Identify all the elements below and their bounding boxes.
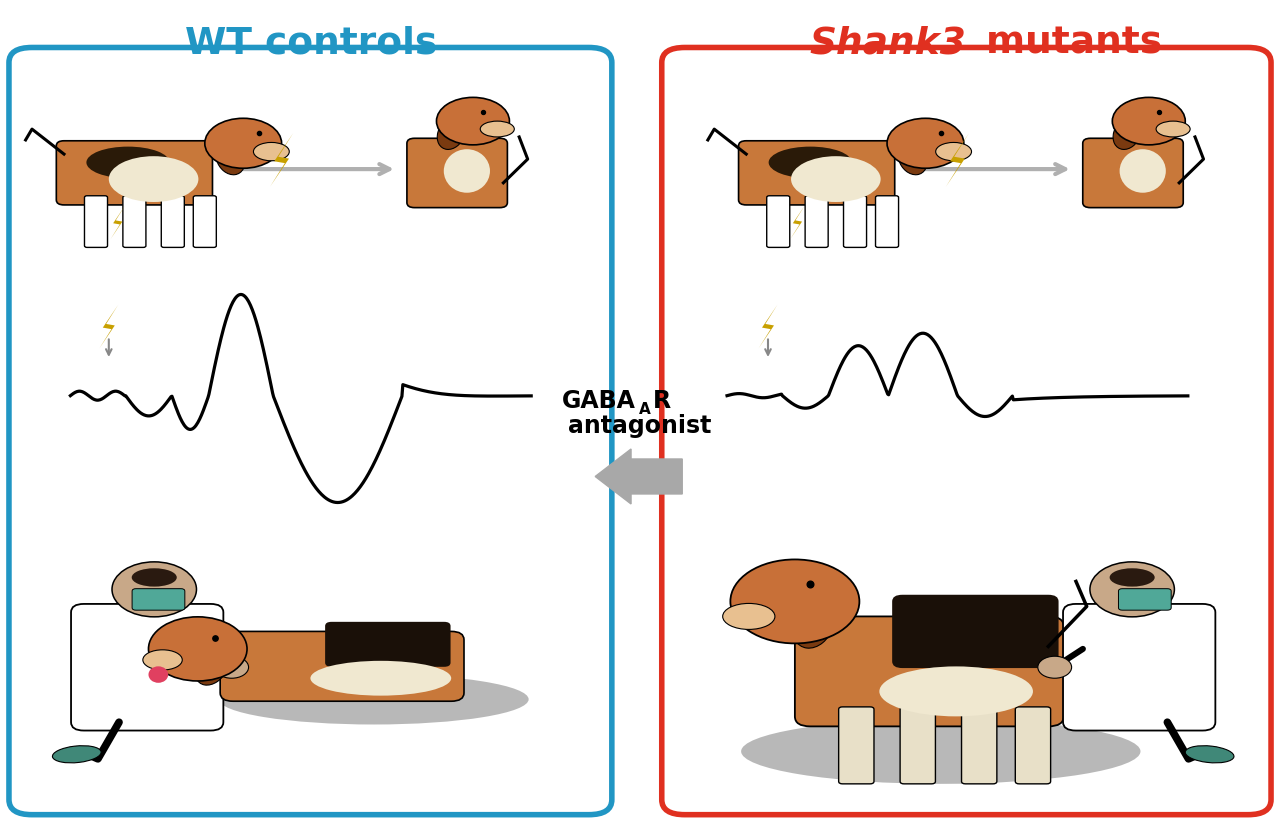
Ellipse shape [791,157,881,202]
Ellipse shape [311,661,452,696]
FancyBboxPatch shape [892,595,1059,668]
Ellipse shape [87,147,169,178]
FancyArrow shape [595,449,682,504]
FancyBboxPatch shape [9,47,612,815]
Ellipse shape [741,719,1140,784]
Polygon shape [110,206,125,239]
FancyBboxPatch shape [876,196,899,247]
Ellipse shape [143,650,182,670]
FancyBboxPatch shape [805,196,828,247]
FancyBboxPatch shape [193,196,216,247]
FancyBboxPatch shape [407,138,507,207]
FancyBboxPatch shape [1119,589,1171,610]
Ellipse shape [148,666,168,683]
Circle shape [148,616,247,681]
Circle shape [436,97,509,145]
FancyBboxPatch shape [795,616,1064,726]
FancyBboxPatch shape [72,604,224,731]
Ellipse shape [1114,118,1140,149]
Text: GABA: GABA [562,389,636,413]
Polygon shape [790,206,805,239]
Ellipse shape [480,121,515,137]
FancyBboxPatch shape [1015,707,1051,784]
Ellipse shape [195,650,229,685]
Circle shape [1091,562,1175,616]
FancyBboxPatch shape [662,47,1271,815]
Ellipse shape [899,142,927,175]
Text: A: A [639,402,650,417]
FancyBboxPatch shape [1062,604,1216,731]
FancyBboxPatch shape [325,621,451,666]
Ellipse shape [132,568,177,586]
Circle shape [1038,656,1071,678]
Circle shape [205,118,282,168]
FancyBboxPatch shape [56,141,212,205]
Polygon shape [100,305,118,348]
Circle shape [1112,97,1185,145]
Ellipse shape [1120,149,1166,192]
Ellipse shape [723,603,774,630]
Ellipse shape [52,746,101,763]
Ellipse shape [109,157,198,202]
Circle shape [215,656,248,678]
Polygon shape [946,133,969,187]
FancyBboxPatch shape [84,196,108,247]
FancyBboxPatch shape [739,141,895,205]
FancyBboxPatch shape [900,707,936,784]
FancyBboxPatch shape [132,589,184,610]
Polygon shape [759,305,777,348]
FancyBboxPatch shape [123,196,146,247]
Polygon shape [270,133,293,187]
Ellipse shape [438,118,465,149]
Ellipse shape [216,142,244,175]
Circle shape [113,562,197,616]
Ellipse shape [444,149,490,192]
Text: WT controls: WT controls [184,25,438,62]
Ellipse shape [1110,568,1155,586]
Text: antagonist: antagonist [568,414,712,438]
Text: R: R [653,389,671,413]
Ellipse shape [936,142,972,161]
FancyBboxPatch shape [838,707,874,784]
Circle shape [731,560,859,643]
Circle shape [887,118,964,168]
FancyBboxPatch shape [961,707,997,784]
Ellipse shape [792,601,835,648]
Ellipse shape [1185,746,1234,763]
FancyBboxPatch shape [767,196,790,247]
Ellipse shape [768,147,852,178]
Text: Shank3: Shank3 [809,25,966,62]
Text: mutants: mutants [973,25,1162,62]
FancyBboxPatch shape [844,196,867,247]
FancyBboxPatch shape [161,196,184,247]
FancyBboxPatch shape [1083,138,1183,207]
FancyBboxPatch shape [220,631,465,701]
Ellipse shape [253,142,289,161]
Ellipse shape [219,674,529,725]
Ellipse shape [1156,121,1190,137]
Ellipse shape [879,666,1033,716]
